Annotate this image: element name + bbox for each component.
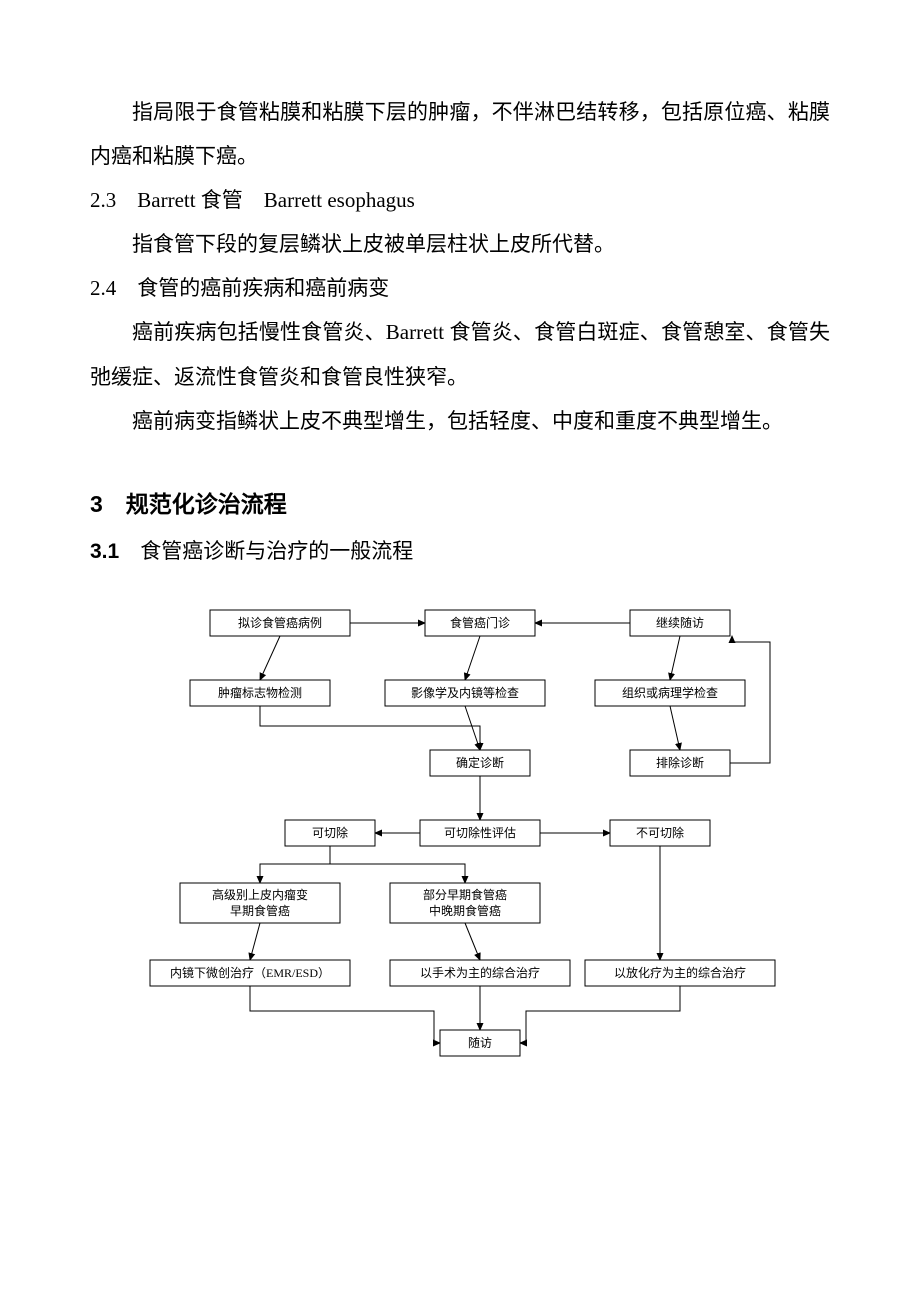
- flow-edge: [465, 636, 480, 680]
- sec31-num: 3.1: [90, 540, 119, 563]
- sec24-body2: 癌前病变指鳞状上皮不典型增生，包括轻度、中度和重度不典型增生。: [90, 399, 830, 443]
- flow-label-a2: 食管癌门诊: [450, 615, 510, 630]
- sec23-body: 指食管下段的复层鳞状上皮被单层柱状上皮所代替。: [90, 222, 830, 266]
- flow-label-d3: 不可切除: [636, 825, 684, 840]
- flow-edge: [250, 986, 440, 1043]
- flow-label-e1-1: 高级别上皮内瘤变: [212, 887, 308, 902]
- sec31-heading: 3.1 食管癌诊断与治疗的一般流程: [90, 535, 830, 565]
- sec23-title: 2.3 Barrett 食管 Barrett esophagus: [90, 178, 830, 222]
- flow-label-e2-1: 部分早期食管癌: [423, 887, 507, 902]
- flow-edge: [260, 706, 480, 750]
- flow-label-e1-2: 早期食管癌: [230, 903, 290, 918]
- flow-label-g: 随访: [468, 1035, 492, 1050]
- flow-label-b1: 肿瘤标志物检测: [218, 685, 302, 700]
- sec24-title: 2.4 食管的癌前疾病和癌前病变: [90, 266, 830, 310]
- flow-label-f3: 以放化疗为主的综合治疗: [614, 965, 746, 980]
- sec3-title: 规范化诊治流程: [126, 491, 287, 517]
- flow-label-b2: 影像学及内镜等检查: [411, 685, 519, 700]
- flow-label-f2: 以手术为主的综合治疗: [420, 965, 540, 980]
- sec24-body1: 癌前疾病包括慢性食管炎、Barrett 食管炎、食管白斑症、食管憩室、食管失弛缓…: [90, 310, 830, 398]
- flow-label-d2: 可切除性评估: [444, 825, 516, 840]
- flow-edge: [520, 986, 680, 1043]
- flow-edge: [260, 636, 280, 680]
- flow-edge: [465, 923, 480, 960]
- flow-edge: [670, 706, 680, 750]
- flow-label-d1: 可切除: [312, 825, 348, 840]
- flow-label-c3: 排除诊断: [656, 755, 704, 770]
- flow-label-e2-2: 中晚期食管癌: [429, 903, 501, 918]
- flow-edge: [465, 706, 480, 750]
- flow-label-a3: 继续随访: [656, 615, 704, 630]
- flow-label-a1: 拟诊食管癌病例: [238, 615, 322, 630]
- sec22-body: 指局限于食管粘膜和粘膜下层的肿瘤，不伴淋巴结转移，包括原位癌、粘膜内癌和粘膜下癌…: [90, 90, 830, 178]
- flow-edge: [260, 846, 330, 883]
- diagnosis-flowchart: 拟诊食管癌病例 食管癌门诊 继续随访肿瘤标志物检测 影像学及内镜等检查 组织或病理学检查…: [110, 593, 810, 1073]
- flow-edge: [330, 846, 465, 883]
- flow-label-c2: 确定诊断: [456, 755, 504, 770]
- sec3-num: 3: [90, 491, 103, 517]
- sec3-heading: 3 规范化诊治流程: [90, 485, 830, 519]
- flow-label-b3: 组织或病理学检查: [622, 685, 718, 700]
- flow-edge: [250, 923, 260, 960]
- flow-label-f1: 内镜下微创治疗（EMR/ESD）: [170, 965, 330, 980]
- sec31-title: 食管癌诊断与治疗的一般流程: [140, 539, 413, 563]
- flow-edge: [670, 636, 680, 680]
